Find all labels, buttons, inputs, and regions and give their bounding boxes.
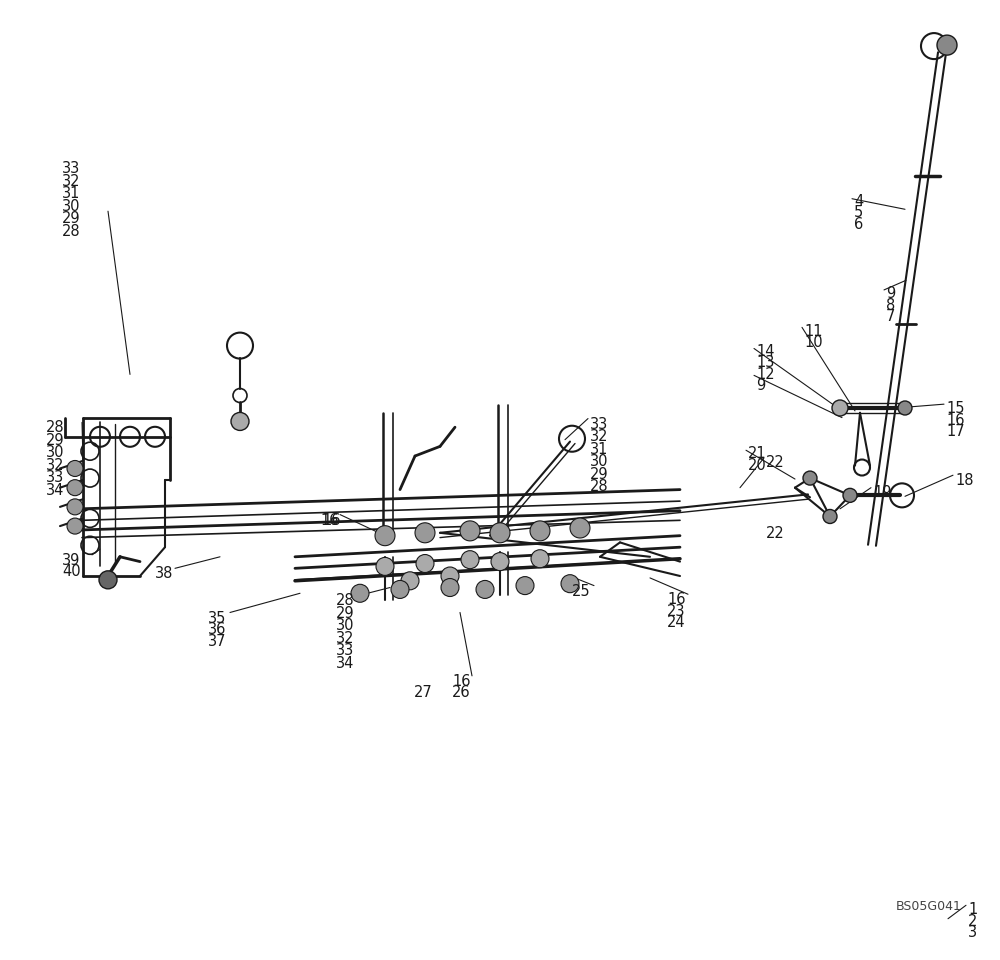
Text: 32: 32 (62, 174, 80, 189)
Text: 32: 32 (46, 458, 64, 473)
Text: 33: 33 (46, 470, 64, 486)
Text: 24: 24 (667, 615, 686, 631)
Text: 29: 29 (62, 211, 81, 227)
Circle shape (937, 36, 957, 55)
Text: 32: 32 (336, 631, 354, 646)
Text: 11: 11 (804, 324, 822, 339)
Text: 20: 20 (748, 458, 767, 473)
Text: 3: 3 (968, 925, 977, 941)
Text: 16: 16 (322, 513, 340, 528)
Text: 29: 29 (336, 606, 355, 621)
Circle shape (823, 510, 837, 523)
Text: 25: 25 (572, 584, 591, 599)
Circle shape (231, 413, 249, 430)
Text: 29: 29 (46, 433, 65, 448)
Circle shape (843, 489, 857, 502)
Text: 39: 39 (62, 553, 80, 568)
Circle shape (898, 401, 912, 415)
Circle shape (67, 518, 83, 534)
Text: 34: 34 (336, 656, 354, 671)
Text: 30: 30 (62, 199, 80, 214)
Circle shape (490, 523, 510, 542)
Text: 40: 40 (62, 564, 81, 580)
Circle shape (491, 553, 509, 570)
Text: 30: 30 (336, 618, 354, 634)
Text: 14: 14 (756, 344, 774, 359)
Text: 16: 16 (320, 513, 338, 528)
Circle shape (416, 555, 434, 572)
Circle shape (441, 567, 459, 585)
Circle shape (460, 521, 480, 540)
Text: 30: 30 (46, 445, 64, 461)
Text: 35: 35 (208, 611, 226, 626)
Text: 4: 4 (854, 194, 863, 209)
Circle shape (67, 480, 83, 495)
Text: 18: 18 (955, 473, 974, 489)
Circle shape (351, 585, 369, 602)
Text: 27: 27 (414, 685, 433, 701)
Text: 6: 6 (854, 217, 863, 232)
Text: 31: 31 (62, 186, 80, 202)
Text: 28: 28 (336, 593, 355, 609)
Circle shape (415, 523, 435, 542)
Circle shape (803, 471, 817, 485)
Text: 12: 12 (756, 367, 775, 382)
Circle shape (391, 581, 409, 598)
Circle shape (476, 581, 494, 598)
Text: 28: 28 (590, 479, 609, 494)
Text: 22: 22 (766, 526, 785, 541)
Text: 16: 16 (946, 413, 964, 428)
Text: 36: 36 (208, 622, 226, 637)
Text: 26: 26 (452, 685, 471, 701)
Circle shape (375, 526, 395, 545)
Circle shape (516, 577, 534, 594)
Text: 32: 32 (590, 429, 608, 444)
Circle shape (441, 579, 459, 596)
Text: 22: 22 (766, 455, 785, 470)
Text: 13: 13 (756, 355, 774, 371)
Circle shape (461, 551, 479, 568)
Text: 29: 29 (590, 467, 609, 482)
Text: 33: 33 (590, 417, 608, 432)
Text: 23: 23 (667, 604, 686, 619)
Text: 5: 5 (854, 205, 863, 221)
Text: 21: 21 (748, 446, 767, 462)
Circle shape (832, 400, 848, 416)
Text: 30: 30 (590, 454, 608, 469)
Text: 19: 19 (873, 485, 892, 500)
Text: 15: 15 (946, 401, 964, 417)
Text: 38: 38 (155, 566, 173, 582)
Text: 28: 28 (46, 420, 65, 436)
Text: 2: 2 (968, 914, 977, 929)
Text: 31: 31 (590, 442, 608, 457)
Circle shape (401, 572, 419, 589)
Text: 9: 9 (756, 378, 765, 394)
Text: 7: 7 (886, 309, 895, 324)
Text: 10: 10 (804, 335, 823, 350)
Circle shape (531, 550, 549, 567)
Circle shape (561, 575, 579, 592)
Text: 16: 16 (452, 674, 471, 689)
Circle shape (376, 558, 394, 575)
Text: 33: 33 (336, 643, 354, 659)
Text: 1: 1 (968, 902, 977, 918)
Text: BS05G041: BS05G041 (896, 900, 962, 914)
Circle shape (99, 571, 117, 588)
Circle shape (67, 499, 83, 515)
Text: 8: 8 (886, 298, 895, 313)
Text: 16: 16 (667, 592, 686, 608)
Text: 33: 33 (62, 161, 80, 177)
Text: 17: 17 (946, 424, 965, 440)
Circle shape (570, 518, 590, 538)
Text: 9: 9 (886, 286, 895, 301)
Text: 34: 34 (46, 483, 64, 498)
Circle shape (67, 461, 83, 476)
Text: 37: 37 (208, 634, 226, 649)
Text: 28: 28 (62, 224, 81, 239)
Circle shape (530, 521, 550, 540)
